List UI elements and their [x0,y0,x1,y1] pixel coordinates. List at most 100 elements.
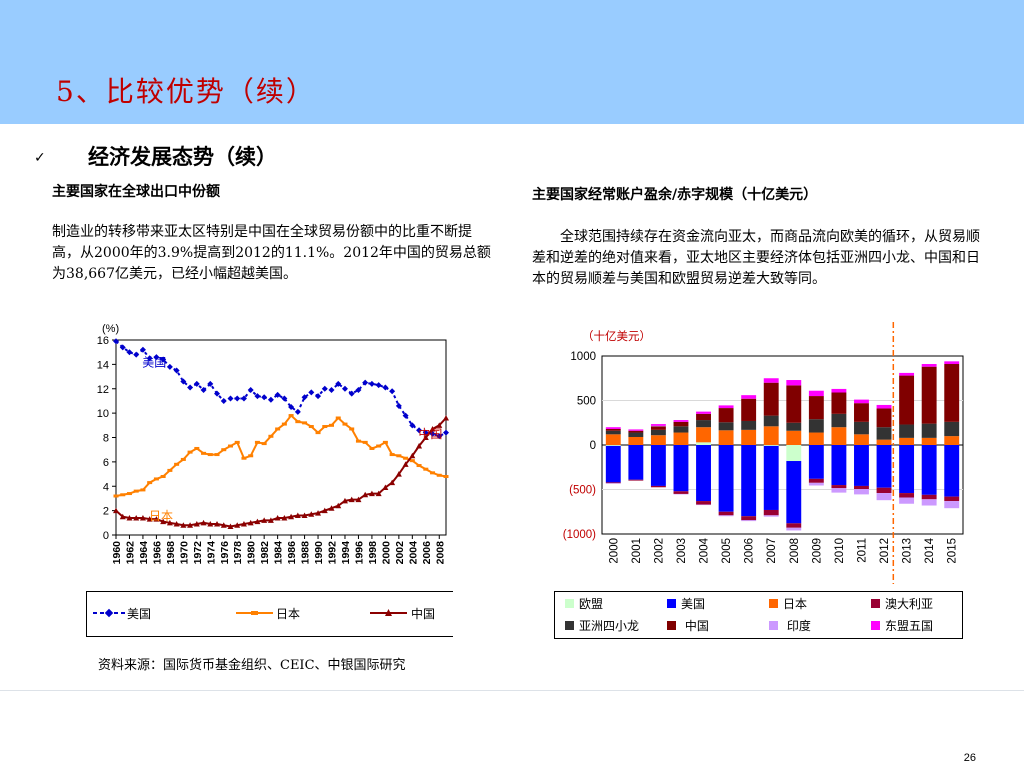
y-tick-label: 12 [97,384,109,396]
data-point [288,404,295,411]
data-point [187,384,194,391]
bar-segment [718,445,734,512]
data-point [153,354,160,361]
data-point [187,522,194,528]
x-tick-label: 2001 [631,538,643,564]
legend-item-eu: 欧盟 [565,595,603,612]
bar-segment [650,445,666,486]
data-point [315,393,322,400]
bar-segment [718,405,734,409]
y-tick-label: 1000 [570,351,596,363]
x-tick-label: 2002 [394,541,406,565]
data-point [409,452,416,459]
series-annotation: 美国 [142,356,166,370]
data-point [207,380,214,387]
bar-segment [673,432,689,445]
footer-divider [0,690,1024,691]
bar-segment [876,445,892,488]
bar-segment [628,432,644,437]
x-tick-label: 2010 [834,538,846,564]
bar-segment [741,520,757,522]
legend-item-tigers: 亚洲四小龙 [565,617,639,634]
x-tick-label: 1996 [353,541,365,565]
page-number: 26 [963,752,976,764]
data-point [275,427,281,431]
data-point [133,514,140,521]
data-point [416,427,423,434]
bar-segment [763,509,779,516]
data-point [173,521,180,527]
data-point [254,440,260,444]
bar-segment [808,396,824,420]
data-point [214,453,220,457]
bar-segment [899,424,915,438]
data-point [355,496,362,503]
bar-segment [944,436,960,445]
data-point [173,367,180,374]
data-point [375,382,382,389]
legend-item-jp: 日本 [769,595,807,612]
bar-segment [673,445,689,492]
data-point [288,414,294,418]
data-point [140,488,146,492]
data-point [382,384,389,391]
x-tick-label: 2009 [811,538,823,564]
data-point [194,446,200,450]
left-paragraph: 制造业的转移带来亚太区特别是中国在全球贸易份额中的比重不断提高，从2000年的3… [52,224,491,282]
bar-segment [786,430,802,445]
source-note: 资料来源：国际货币基金组织、CEIC、中银国际研究 [98,658,406,673]
x-tick-label: 1986 [286,541,298,565]
bar-segment [808,482,824,486]
data-point [402,461,409,467]
legend-label-jp-bar: 日本 [783,597,808,611]
data-point [335,380,342,387]
bar-segment [831,388,847,393]
data-point [234,395,241,402]
data-point [348,390,355,397]
data-point [241,456,247,460]
bar-segment [696,427,711,443]
legend-label-eu: 欧盟 [579,597,604,611]
bar-segment [628,430,644,433]
data-point [341,385,348,392]
y-tick-label: 4 [103,481,109,493]
data-point [180,457,186,461]
y-tick-label: (500) [569,485,596,497]
data-point [139,346,146,353]
legend-label-in: 印度 [786,619,811,633]
bar-segment [741,429,757,445]
bar-segment [650,424,666,426]
data-point [180,378,187,385]
data-point [422,434,429,440]
data-point [227,444,233,448]
current-account-bar-chart: （十亿美元） (1000) (500) 0 500 1000 2000 2001 2002 200… [563,322,964,584]
bar-segment [944,364,960,422]
right-subtitle: 主要国家经常账户盈余/赤字规模（十亿美元） [532,187,818,203]
data-point [166,519,173,526]
data-point [362,491,369,498]
bar-segment [921,499,937,506]
bar-segment [831,392,847,414]
data-point [288,513,295,520]
bar-segment [944,496,960,502]
header-band [0,0,1024,124]
data-point [281,514,288,521]
bar-segment [899,493,915,498]
bar-segment [899,375,915,425]
bar-segment [741,420,757,430]
x-tick-label: 1966 [151,541,163,565]
bar-segment [921,423,937,438]
data-point [126,492,132,496]
bar-segment [944,445,960,497]
data-point [328,505,335,511]
legend-label-us: 美国 [127,607,152,621]
y-tick-label: 0 [590,440,596,452]
data-point [254,518,261,525]
data-point [220,397,227,404]
bar-segment [831,485,847,489]
data-point [267,396,274,403]
unit-label: （十亿美元） [582,329,651,343]
bar-segment [876,404,892,409]
y-tick-label: 6 [103,457,109,469]
bar-segment [786,461,802,524]
